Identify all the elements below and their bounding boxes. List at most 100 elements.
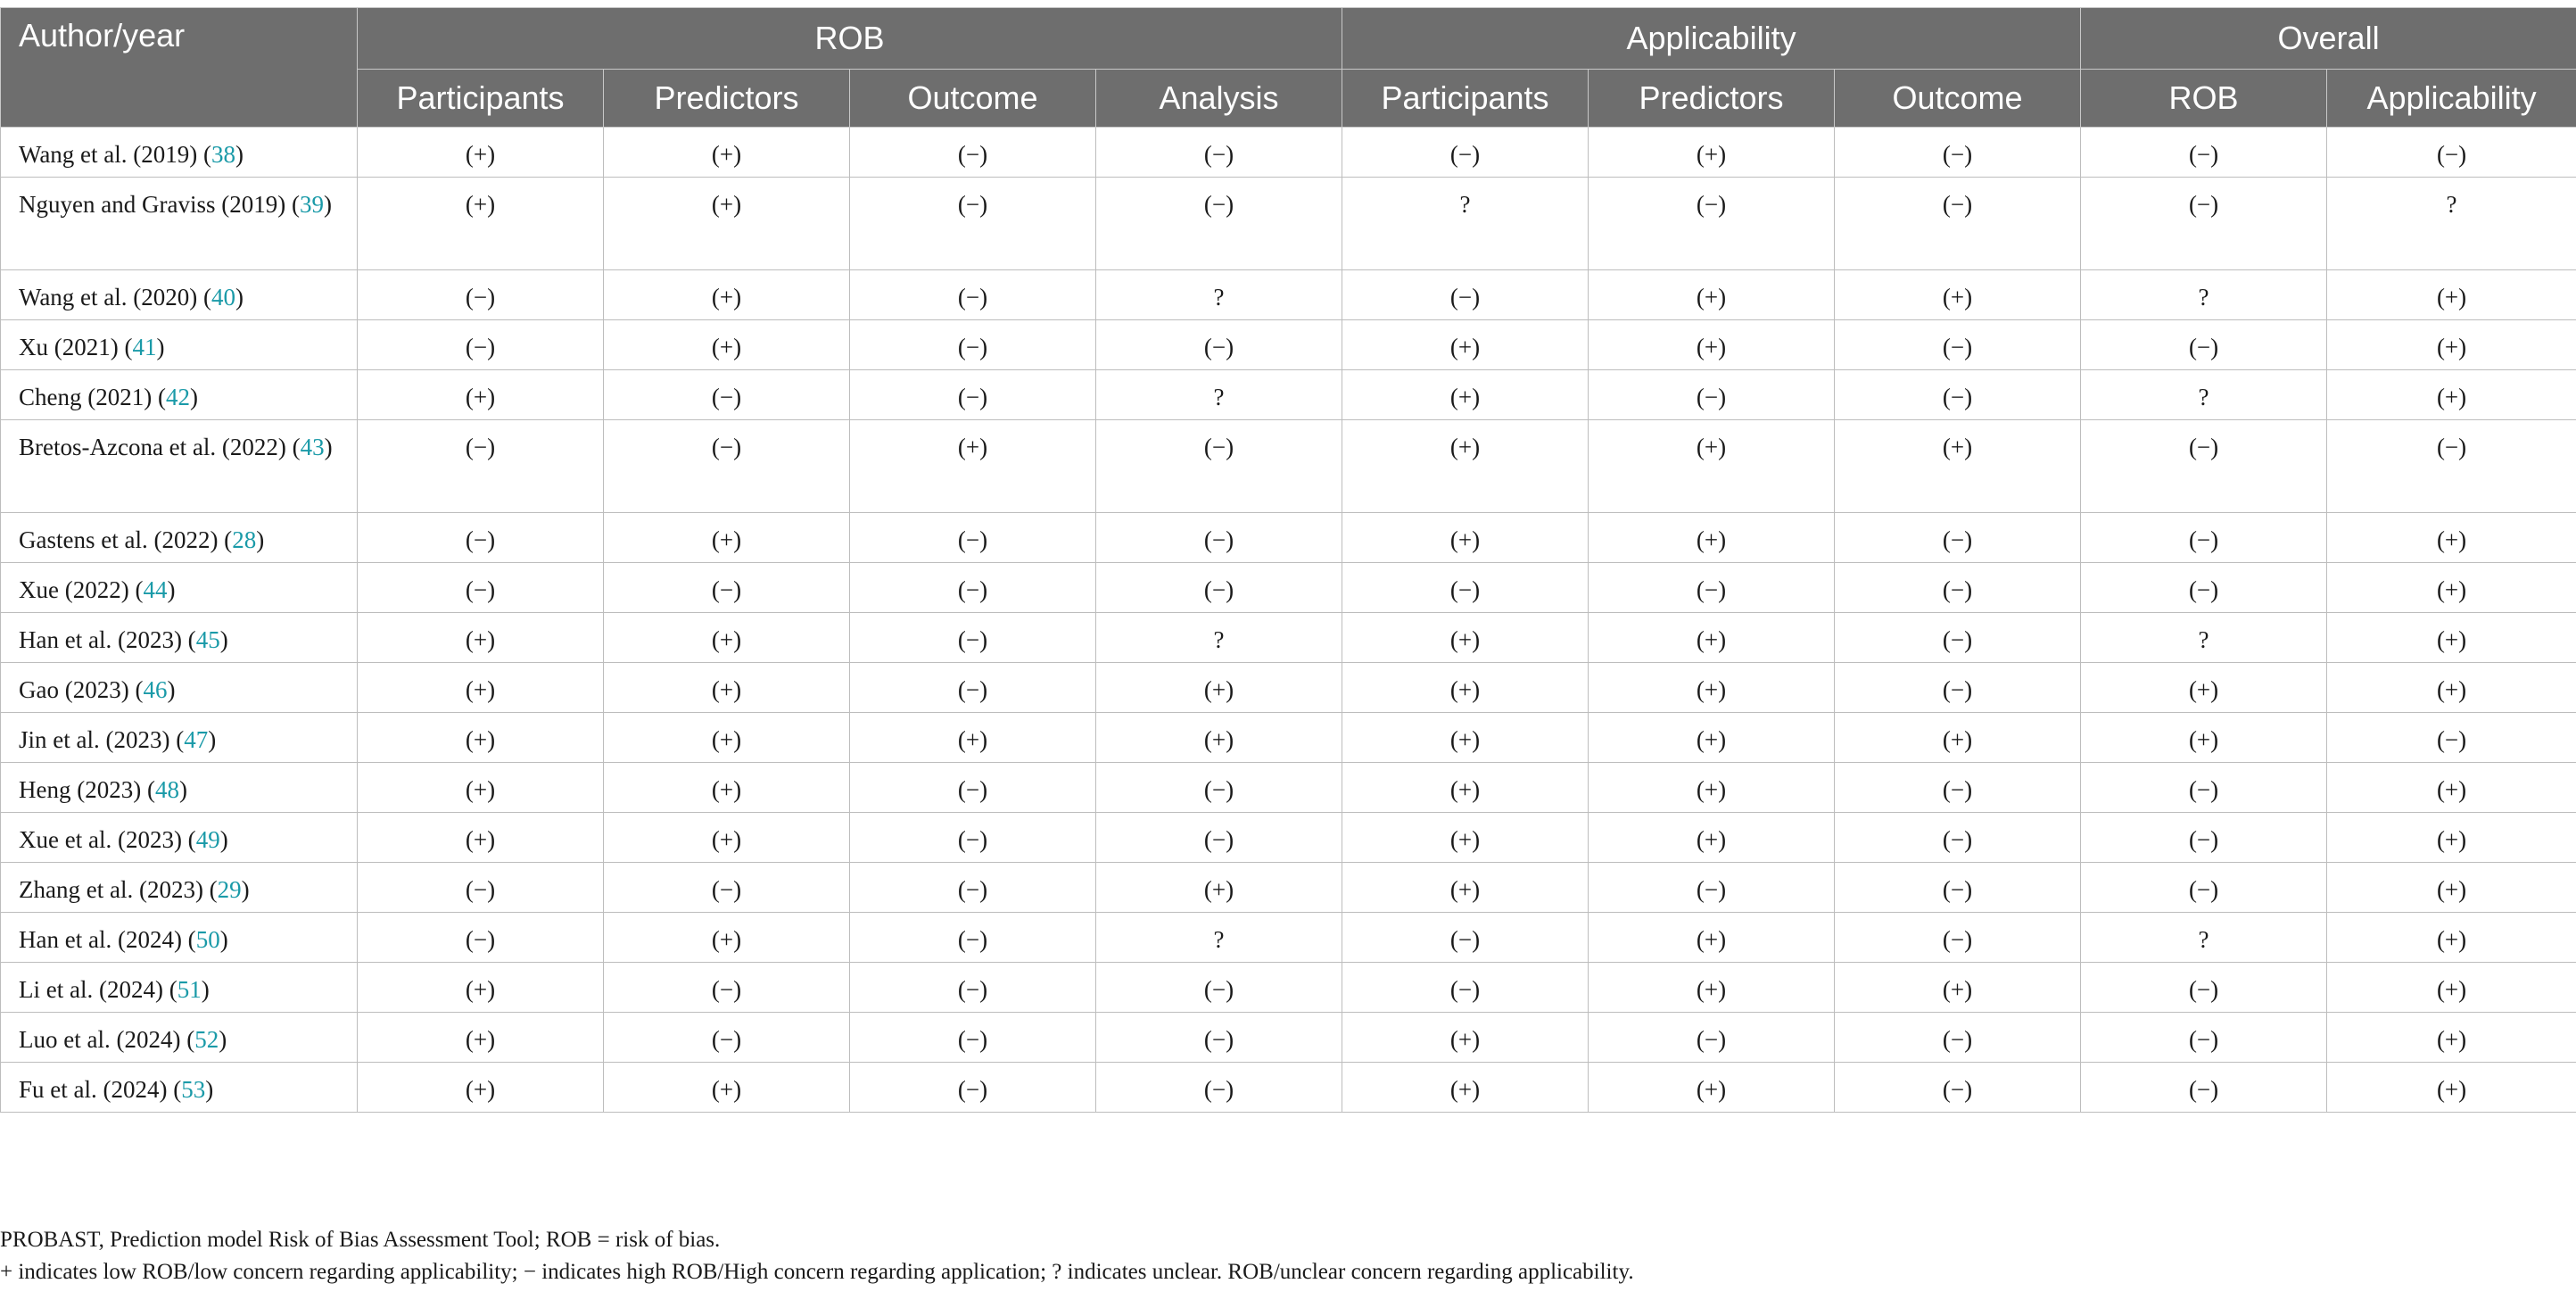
rating-cell: (+)	[849, 419, 1096, 513]
reference-link[interactable]: 39	[299, 191, 324, 218]
author-year-text: Fu et al. (2024) (	[19, 1076, 182, 1103]
rating-cell: (+)	[2326, 369, 2576, 420]
rating-cell: (+)	[1834, 419, 2082, 513]
rating-cell: (−)	[1588, 562, 1836, 613]
reference-link[interactable]: 29	[217, 876, 242, 903]
author-year-cell: Zhang et al. (2023) (29)	[0, 862, 358, 913]
rating-cell: (−)	[1094, 962, 1343, 1013]
reference-link[interactable]: 47	[184, 726, 209, 753]
reference-link[interactable]: 53	[181, 1076, 206, 1103]
reference-link[interactable]: 40	[211, 284, 235, 311]
rating-cell: (+)	[357, 812, 604, 863]
author-year-text: Cheng (2021) (	[19, 384, 166, 410]
reference-close-paren: )	[205, 1076, 214, 1103]
author-year-text: Jin et al. (2023) (	[19, 726, 185, 753]
rating-cell: (+)	[1342, 712, 1589, 763]
rating-cell: (−)	[357, 319, 604, 370]
rating-cell: (−)	[2080, 177, 2328, 270]
rating-cell: (−)	[1834, 662, 2082, 713]
rating-cell: (+)	[1588, 512, 1836, 563]
rating-cell: (+)	[1834, 712, 2082, 763]
rating-cell: (−)	[1094, 319, 1343, 370]
rating-cell: (+)	[357, 127, 604, 178]
rating-cell: (+)	[1342, 612, 1589, 663]
rating-cell: (−)	[2326, 127, 2576, 178]
rating-cell: (−)	[2326, 712, 2576, 763]
rating-cell: (+)	[2326, 512, 2576, 563]
rating-cell: (−)	[849, 1062, 1096, 1113]
reference-close-paren: )	[235, 141, 244, 168]
rating-cell: (+)	[1342, 419, 1589, 513]
rating-cell: (+)	[2080, 712, 2328, 763]
rating-cell: (+)	[603, 812, 850, 863]
reference-link[interactable]: 46	[143, 676, 168, 703]
rating-cell: (−)	[1834, 812, 2082, 863]
rating-cell: (−)	[849, 269, 1096, 320]
table-row: Nguyen and Graviss (2019) (39) (+) (+) (−)(…	[0, 177, 2576, 270]
rating-cell: (−)	[1094, 812, 1343, 863]
author-year-text: Heng (2023) (	[19, 776, 155, 803]
author-year-text: Zhang et al. (2023) (	[19, 876, 218, 903]
reference-link[interactable]: 50	[195, 926, 220, 953]
author-year-cell: Li et al. (2024) (51)	[0, 962, 358, 1013]
column-header: Outcome	[1834, 69, 2082, 128]
author-year-cell: Xue (2022) (44)	[0, 562, 358, 613]
rating-cell: (+)	[1588, 269, 1836, 320]
author-year-cell: Wang et al. (2019) (38)	[0, 127, 358, 178]
reference-link[interactable]: 49	[195, 826, 220, 853]
table-row: Gao (2023) (46) (+) (+) (−) (+) (+) (+) (−) (+)(…	[0, 662, 2576, 713]
rating-cell: (−)	[2080, 812, 2328, 863]
author-year-text: Luo et al. (2024) (	[19, 1026, 195, 1053]
column-header: Predictors	[1588, 69, 1836, 128]
rating-cell: (−)	[1588, 177, 1836, 270]
reference-link[interactable]: 44	[143, 576, 168, 603]
rating-cell: (+)	[1834, 269, 2082, 320]
author-year-text: Nguyen and Graviss (2019) (	[19, 191, 300, 218]
rating-cell: ?	[1094, 912, 1343, 963]
rating-cell: (+)	[357, 177, 604, 270]
overall-group-header: Overall	[2080, 7, 2576, 70]
applicability-group-header: Applicability	[1342, 7, 2082, 70]
rating-cell: ?	[1094, 269, 1343, 320]
reference-link[interactable]: 51	[177, 976, 202, 1003]
rating-cell: (+)	[1588, 662, 1836, 713]
reference-link[interactable]: 48	[154, 776, 179, 803]
rating-cell: (+)	[1588, 319, 1836, 370]
reference-close-paren: )	[323, 191, 332, 218]
rating-cell: (+)	[357, 712, 604, 763]
footnote-abbreviations: PROBAST, Prediction model Risk of Bias A…	[0, 1228, 721, 1252]
rating-cell: (+)	[2326, 612, 2576, 663]
author-year-text: Han et al. (2023) (	[19, 626, 196, 653]
rating-cell: ?	[2080, 912, 2328, 963]
table-row: Gastens et al. (2022) (28) (−) (+) (−) (−) (+…	[0, 512, 2576, 563]
author-year-cell: Gao (2023) (46)	[0, 662, 358, 713]
rating-cell: (−)	[2080, 762, 2328, 813]
rating-cell: (−)	[849, 612, 1096, 663]
author-year-cell: Jin et al. (2023) (47)	[0, 712, 358, 763]
table-row: Luo et al. (2024) (52) (+) (−) (−) (−) (+) (−)…	[0, 1012, 2576, 1063]
rating-cell: (−)	[1342, 562, 1589, 613]
rating-cell: (−)	[2080, 1062, 2328, 1113]
rating-cell: (−)	[849, 862, 1096, 913]
reference-link[interactable]: 28	[232, 526, 257, 553]
table-row: Bretos-Azcona et al. (2022) (43) (−) (−) (+…	[0, 419, 2576, 513]
reference-link[interactable]: 43	[300, 434, 325, 460]
rating-cell: (−)	[2080, 1012, 2328, 1063]
reference-link[interactable]: 41	[132, 334, 157, 360]
reference-link[interactable]: 45	[195, 626, 220, 653]
author-year-text: Han et al. (2024) (	[19, 926, 196, 953]
rating-cell: (−)	[2080, 512, 2328, 563]
reference-link[interactable]: 38	[211, 141, 235, 168]
rating-cell: (+)	[2326, 562, 2576, 613]
reference-close-paren: )	[219, 826, 228, 853]
table-row: Xue et al. (2023) (49) (+) (+) (−) (−) (+) (+)…	[0, 812, 2576, 863]
rating-cell: ?	[1094, 612, 1343, 663]
reference-link[interactable]: 52	[194, 1026, 219, 1053]
reference-close-paren: )	[208, 726, 217, 753]
table-row: Cheng (2021) (42) (+) (−) (−)? (+) (−) (−)? (+)	[0, 369, 2576, 420]
author-year-text: Wang et al. (2020) (	[19, 284, 211, 311]
reference-link[interactable]: 42	[165, 384, 190, 410]
rating-cell: (+)	[1588, 127, 1836, 178]
author-year-text: Xu (2021) (	[19, 334, 133, 360]
table-row: Fu et al. (2024) (53) (+) (+) (−) (−) (+) (+)(…	[0, 1062, 2576, 1113]
